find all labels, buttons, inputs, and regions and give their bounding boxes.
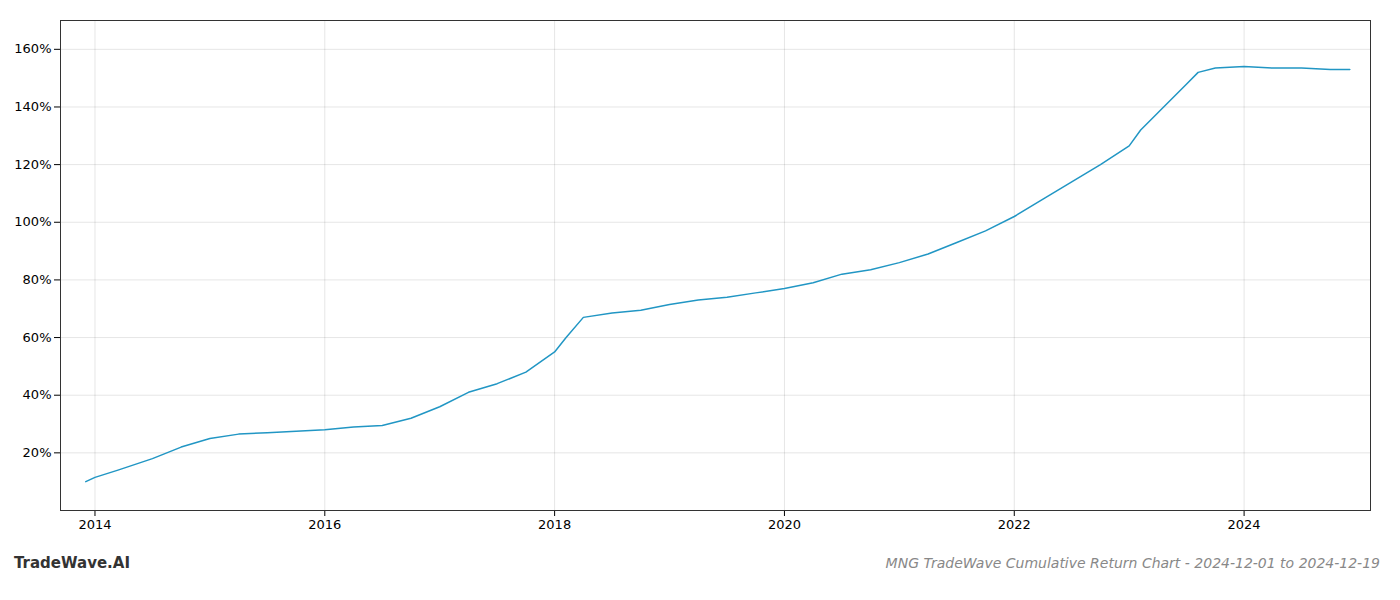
svg-text:40%: 40%: [23, 387, 52, 402]
svg-text:2024: 2024: [1228, 517, 1261, 532]
svg-text:140%: 140%: [14, 99, 51, 114]
svg-text:160%: 160%: [14, 41, 51, 56]
html-text:MNG TradeWave Cumulative Retur: MNG TradeWave Cumulative Return Chart - …: [885, 555, 1380, 571]
svg-text:20%: 20%: [23, 445, 52, 460]
svg-text:2016: 2016: [308, 517, 341, 532]
svg-text:2014: 2014: [78, 517, 111, 532]
html-text:TradeWave.AI: TradeWave.AI: [14, 554, 130, 572]
svg-text:2018: 2018: [538, 517, 571, 532]
svg-text:2022: 2022: [998, 517, 1031, 532]
svg-text:60%: 60%: [23, 330, 52, 345]
svg-text:80%: 80%: [23, 272, 52, 287]
svg-text:100%: 100%: [14, 214, 51, 229]
svg-text:2020: 2020: [768, 517, 801, 532]
svg-text:120%: 120%: [14, 157, 51, 172]
